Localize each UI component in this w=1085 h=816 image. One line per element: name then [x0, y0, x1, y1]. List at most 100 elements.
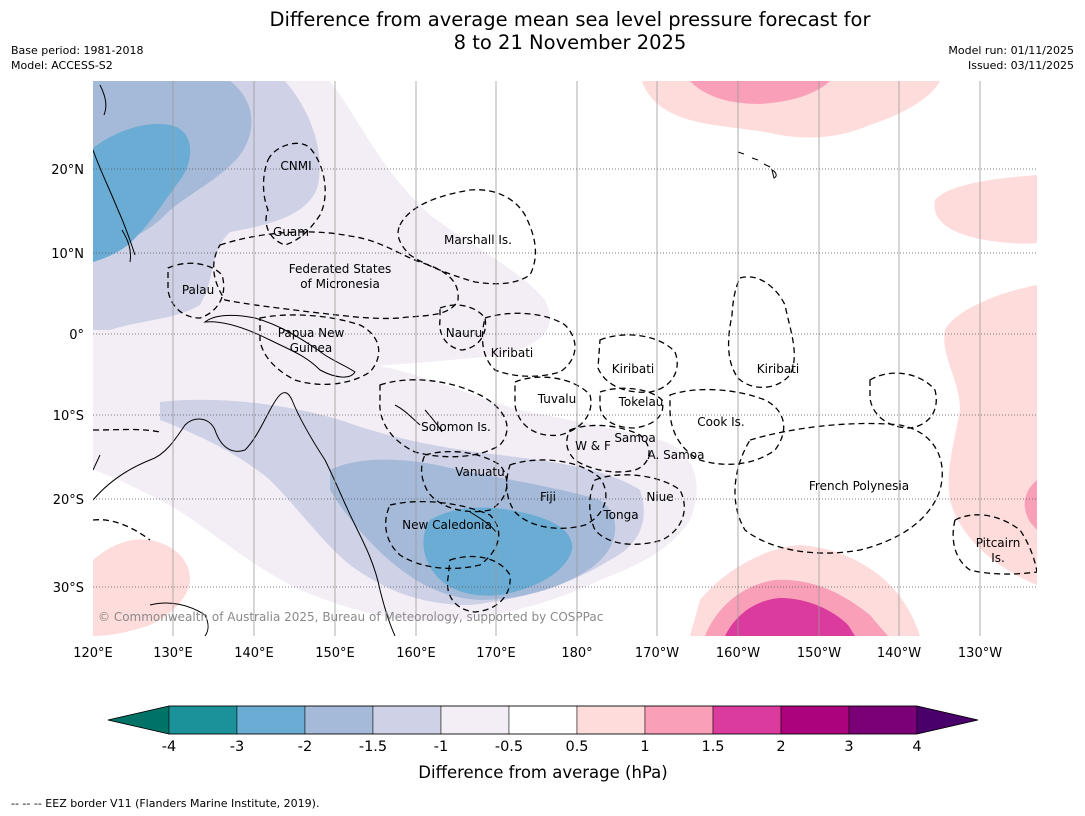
colorbar: [107, 705, 979, 735]
new-caledonia-coast: [469, 511, 497, 533]
label-kiribati-central: Kiribati: [612, 362, 654, 376]
new-guinea-coast: [203, 314, 356, 378]
colorbar-tick: 1.5: [701, 739, 724, 755]
label-french-polynesia: French Polynesia: [809, 479, 909, 493]
eez-french-polynesia: [734, 372, 943, 554]
australia-coast: [93, 392, 396, 636]
label-kiribati-west: Kiribati: [491, 346, 533, 360]
label-cnmi: CNMI: [280, 159, 311, 173]
page-title: Difference from average mean sea level p…: [0, 8, 1085, 54]
colorbar-max-extension: [916, 705, 979, 735]
label-png-line2: Guinea: [290, 341, 333, 355]
label-vanuatu: Vanuatu: [455, 465, 505, 479]
title-line-1: Difference from average mean sea level p…: [269, 8, 871, 31]
label-tuvalu: Tuvalu: [537, 392, 577, 406]
colorbar-tick: 3: [844, 739, 853, 755]
anomaly-neg-2-south: [423, 507, 573, 596]
label-solomon-islands: Solomon Is.: [421, 420, 491, 434]
colorbar-segment: [440, 705, 510, 735]
longitude-labels: 120°E 130°E 140°E 150°E 160°E 170°E 180°…: [73, 646, 1002, 661]
lon-tick-label: 170°W: [635, 646, 679, 661]
label-nauru: Nauru: [446, 326, 482, 340]
lat-gridlines: [93, 168, 1037, 588]
eez-kiribati-west: [481, 312, 576, 377]
eez-borders: [93, 142, 1037, 613]
eez-solomon: [379, 379, 508, 458]
colorbar-tick: -3: [230, 739, 244, 755]
lon-tick-label: 140°E: [234, 646, 274, 661]
lon-tick-label: 160°W: [716, 646, 760, 661]
eez-marshall: [397, 189, 537, 285]
pressure-anomaly-field: CNMI Guam Marshall Is. Federated States …: [93, 81, 1037, 636]
eez-new-caledonia: [385, 500, 500, 570]
anomaly-pos-1p5-south: [725, 598, 855, 636]
label-fsm-line1: Federated States: [289, 262, 391, 276]
copyright-notice: © Commonwealth of Australia 2025, Bureau…: [98, 610, 603, 624]
anomaly-pos-0p5-se: [944, 285, 1037, 585]
eez-fsm: [213, 231, 459, 320]
label-wallis-futuna: W & F: [575, 439, 611, 453]
eez-palau: [167, 262, 225, 319]
eez-norfolk: [446, 555, 511, 613]
eez-fiji: [506, 459, 607, 529]
meta-right: Model run: 01/11/2025 Issued: 03/11/2025: [948, 43, 1074, 73]
colorbar-segment: [576, 705, 646, 735]
colorbar-segment: [168, 705, 238, 735]
lat-tick-label: 20°S: [53, 493, 84, 508]
lon-tick-label: 120°E: [73, 646, 113, 661]
label-niue: Niue: [646, 490, 673, 504]
label-guam: Guam: [273, 225, 309, 239]
colorbar-segment: [780, 705, 850, 735]
eez-nauru: [439, 304, 487, 351]
coastlines: [93, 84, 777, 636]
lon-tick-label: 130°W: [958, 646, 1002, 661]
lat-tick-label: 20°N: [51, 163, 84, 178]
lon-tick-label: 140°W: [877, 646, 921, 661]
gridlines: [172, 81, 981, 636]
label-palau: Palau: [182, 283, 214, 297]
lat-tick-label: 30°S: [53, 581, 84, 596]
label-fsm-line2: of Micronesia: [300, 277, 380, 291]
anomaly-neg-2-north: [93, 124, 191, 262]
label-marshall-islands: Marshall Is.: [444, 233, 512, 247]
colorbar-segment: [304, 705, 374, 735]
solomon-coast: [394, 404, 443, 433]
colorbar-segment: [848, 705, 918, 735]
latitude-labels: 20°N 10°N 0° 10°S 20°S 30°S: [51, 163, 84, 596]
eez-legend: -- -- -- EEZ border V11 (Flanders Marine…: [11, 797, 320, 810]
label-tonga: Tonga: [602, 508, 638, 522]
philippines-coast: [93, 84, 136, 263]
eez-vanuatu: [420, 450, 508, 513]
eez-tuvalu: [514, 376, 592, 437]
colorbar-outline: [107, 705, 979, 735]
eez-png: [259, 314, 380, 386]
colorbar-label: Difference from average (hPa): [418, 763, 667, 782]
colorbar-tick: -4: [162, 739, 176, 755]
colorbar-segment: [236, 705, 306, 735]
colorbar-tick-labels: -4 -3 -2 -1.5 -1 -0.5 0.5 1 1.5 2 3 4: [162, 739, 922, 755]
label-pitcairn-line2: Is.: [991, 551, 1005, 565]
eez-australia-east: [93, 428, 161, 541]
colorbar-min-extension: [107, 705, 170, 735]
colorbar-tick: -2: [298, 739, 312, 755]
label-pitcairn-line1: Pitcairn: [976, 536, 1021, 550]
eez-kiribati-central: [597, 334, 678, 393]
colorbar-segment: [712, 705, 782, 735]
label-cook-islands: Cook Is.: [697, 415, 744, 429]
colorbar-tick: -0.5: [495, 739, 523, 755]
model-run: Model run: 01/11/2025: [948, 44, 1074, 57]
lon-tick-label: 160°E: [396, 646, 436, 661]
issued-date: Issued: 03/11/2025: [967, 59, 1074, 72]
model-name: Model: ACCESS-S2: [11, 59, 113, 72]
colorbar-segment: [644, 705, 714, 735]
colorbar-tick: -1: [434, 739, 448, 755]
label-png-line1: Papua New: [278, 326, 345, 340]
new-zealand-coast: [149, 602, 209, 636]
hawaii-coast: [737, 151, 777, 179]
lon-tick-label: 150°E: [315, 646, 355, 661]
label-american-samoa: A. Samoa: [648, 448, 705, 462]
colorbar-tick: 2: [776, 739, 785, 755]
lon-tick-label: 150°W: [797, 646, 841, 661]
label-kiribati-east: Kiribati: [757, 362, 799, 376]
